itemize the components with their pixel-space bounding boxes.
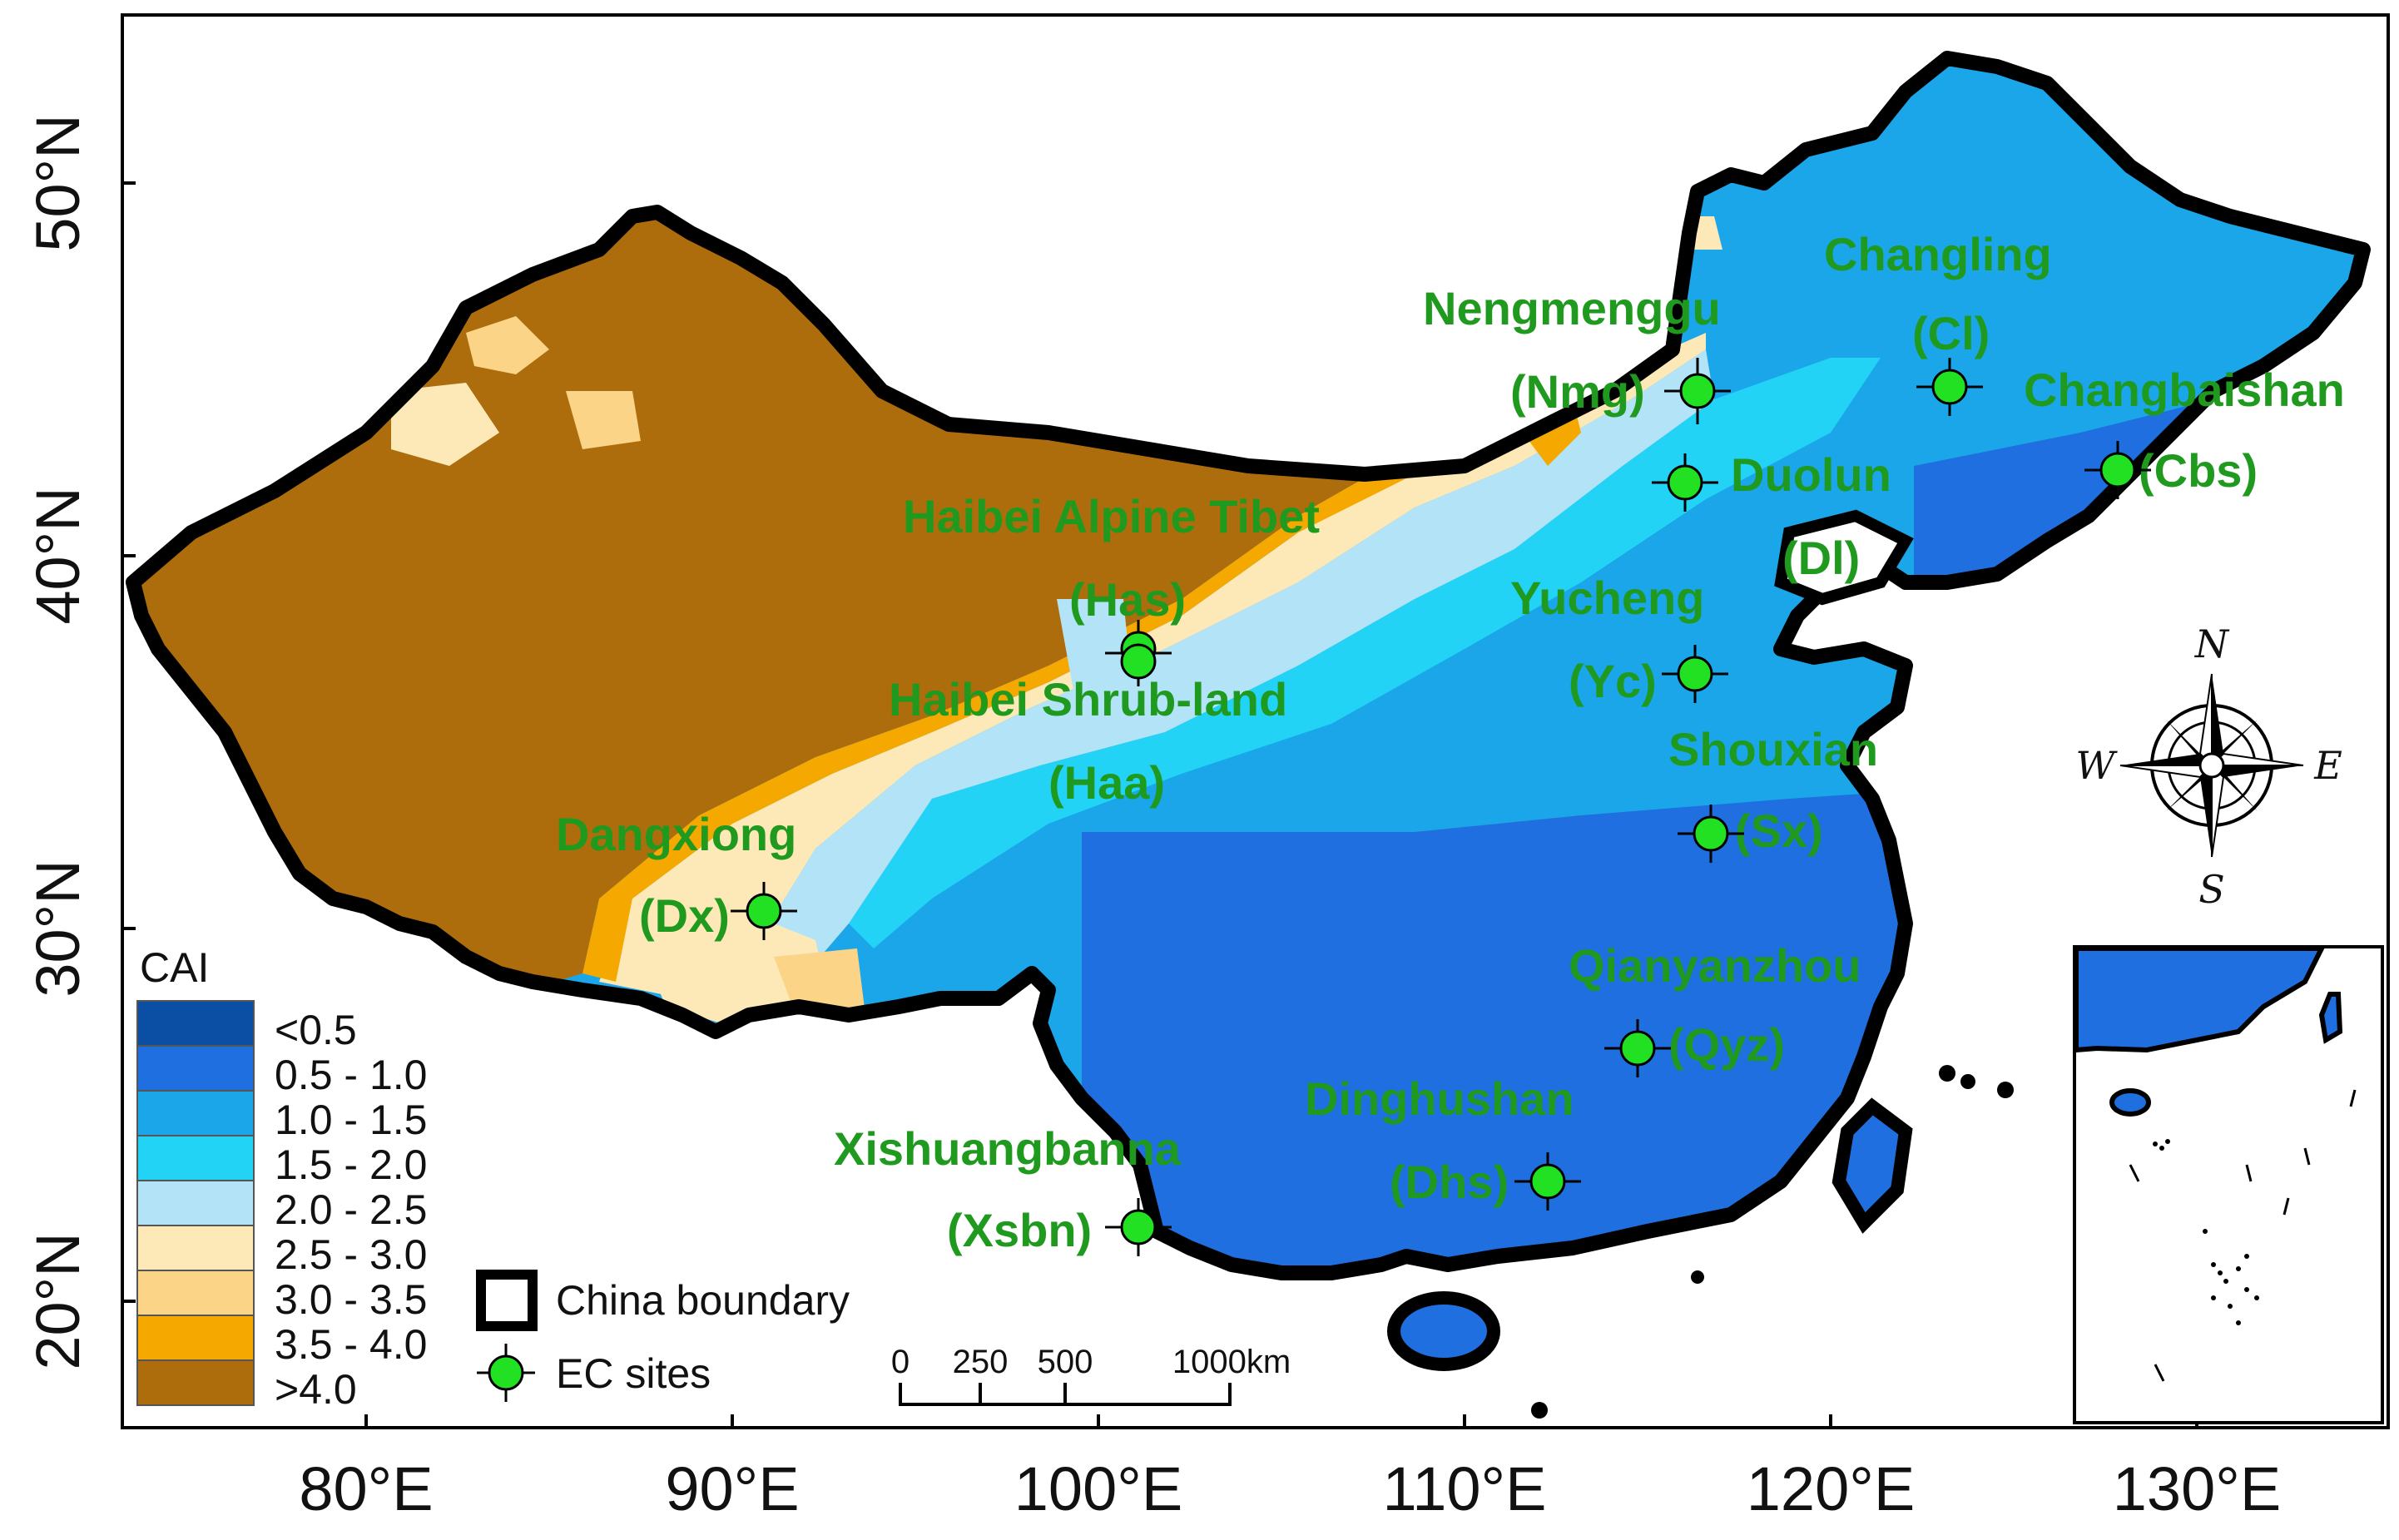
scale-label: 1000km — [1172, 1344, 1291, 1380]
site-code: (Sx) — [1735, 805, 1823, 857]
legend-class-label: 1.5 - 2.0 — [275, 1141, 427, 1188]
site-dhs: Dinghushan (Dhs) — [1305, 1072, 1581, 1211]
legend-class-label: >4.0 — [275, 1366, 357, 1413]
site-code: (Has) — [1069, 573, 1186, 626]
legend-class-label: 0.5 - 1.0 — [275, 1052, 427, 1098]
site-name: Changling — [1824, 228, 2052, 280]
site-legend-label: EC sites — [556, 1350, 711, 1397]
boundary-legend-symbol — [476, 1270, 538, 1331]
scale-label: 250 — [953, 1344, 1009, 1380]
scale-label: 500 — [1038, 1344, 1093, 1380]
compass-east: E — [2313, 743, 2342, 788]
y-tick-label: 30°N — [23, 859, 92, 997]
legend-class-label: 3.5 - 4.0 — [275, 1321, 427, 1368]
site-code: (Dhs) — [1390, 1156, 1509, 1208]
site-name: Duolun — [1731, 448, 1891, 501]
site-haa: Haibei Shrub-land (Haa) — [889, 673, 1287, 809]
legend-class-label: <0.5 — [275, 1007, 357, 1053]
y-axis — [122, 181, 136, 1303]
site-name: Haibei Alpine Tibet — [903, 490, 1320, 542]
site-code: (Cl) — [1912, 307, 1990, 359]
scale-bar: 0 250 500 1000km — [891, 1344, 1291, 1406]
site-dl: Duolun (Dl) — [1652, 448, 1891, 584]
site-code: (Dl) — [1782, 532, 1860, 584]
site-yc: Yucheng (Yc) — [1510, 572, 1728, 707]
taiwan-island — [1831, 1097, 1913, 1234]
hainan-island — [1387, 1291, 1500, 1371]
x-tick-label: 90°E — [665, 1454, 799, 1523]
site-name: Qianyanzhou — [1569, 939, 1861, 992]
y-tick-label: 50°N — [23, 114, 92, 251]
x-tick-label: 80°E — [299, 1454, 433, 1523]
site-qyz: Qianyanzhou (Qyz) — [1569, 939, 1861, 1077]
legend-class-label: 2.0 - 2.5 — [275, 1186, 427, 1233]
site-sx: Shouxian (Sx) — [1668, 723, 1878, 863]
site-name: Changbaishan — [2024, 364, 2345, 416]
south-china-sea-inset — [2073, 945, 2384, 1424]
site-name: Dangxiong — [556, 808, 796, 860]
site-code: (Dx) — [639, 889, 730, 942]
site-dx: Dangxiong (Dx) — [556, 808, 797, 942]
site-code: (Haa) — [1048, 756, 1165, 809]
site-has: Haibei Alpine Tibet (Has) — [903, 490, 1320, 686]
site-code: (Nmg) — [1510, 365, 1645, 418]
y-tick-label: 40°N — [23, 487, 92, 624]
site-name: Nengmenggu — [1423, 282, 1721, 334]
y-tick-label: 20°N — [23, 1232, 92, 1369]
legend-title: CAI — [140, 944, 209, 991]
site-name: Xishuangbanna — [834, 1122, 1182, 1175]
site-name: Shouxian — [1668, 723, 1878, 775]
legend-class-label: 2.5 - 3.0 — [275, 1231, 427, 1278]
cai-legend: CAI <0.5 0.5 - 1.0 1.0 - 1.5 1.5 - 2.0 2… — [136, 944, 850, 1413]
site-name: Yucheng — [1510, 572, 1704, 624]
site-code: (Xsbn) — [947, 1204, 1092, 1256]
legend-class-label: 1.0 - 1.5 — [275, 1097, 427, 1143]
compass-south: S — [2198, 867, 2225, 912]
x-tick-label: 120°E — [1747, 1454, 1915, 1523]
china-boundary — [126, 51, 2371, 1280]
site-xsbn: Xishuangbanna (Xsbn) — [834, 1122, 1182, 1256]
islets — [1531, 1065, 2014, 1419]
site-nmg: Nengmenggu (Nmg) — [1423, 282, 1731, 424]
site-code: (Qyz) — [1668, 1018, 1785, 1071]
site-cl: Changling (Cl) — [1824, 228, 2052, 416]
site-code: (Yc) — [1569, 655, 1657, 707]
bohai-sea — [1774, 509, 1914, 606]
compass-north: N — [2194, 621, 2230, 666]
site-name: Dinghushan — [1305, 1072, 1574, 1125]
x-tick-label: 130°E — [2113, 1454, 2281, 1523]
x-tick-label: 100°E — [1014, 1454, 1182, 1523]
legend-class-label: 3.0 - 3.5 — [275, 1276, 427, 1323]
compass-west: W — [2075, 743, 2118, 788]
site-cbs: Changbaishan (Cbs) — [2024, 364, 2345, 499]
site-code: (Cbs) — [2139, 444, 2258, 497]
site-name: Haibei Shrub-land — [889, 673, 1287, 725]
boundary-legend-label: China boundary — [556, 1277, 850, 1324]
compass-rose: N S E W — [2075, 621, 2342, 912]
site-legend-symbol — [488, 1354, 524, 1391]
x-tick-label: 110°E — [1383, 1454, 1547, 1523]
scale-label: 0 — [891, 1344, 910, 1380]
